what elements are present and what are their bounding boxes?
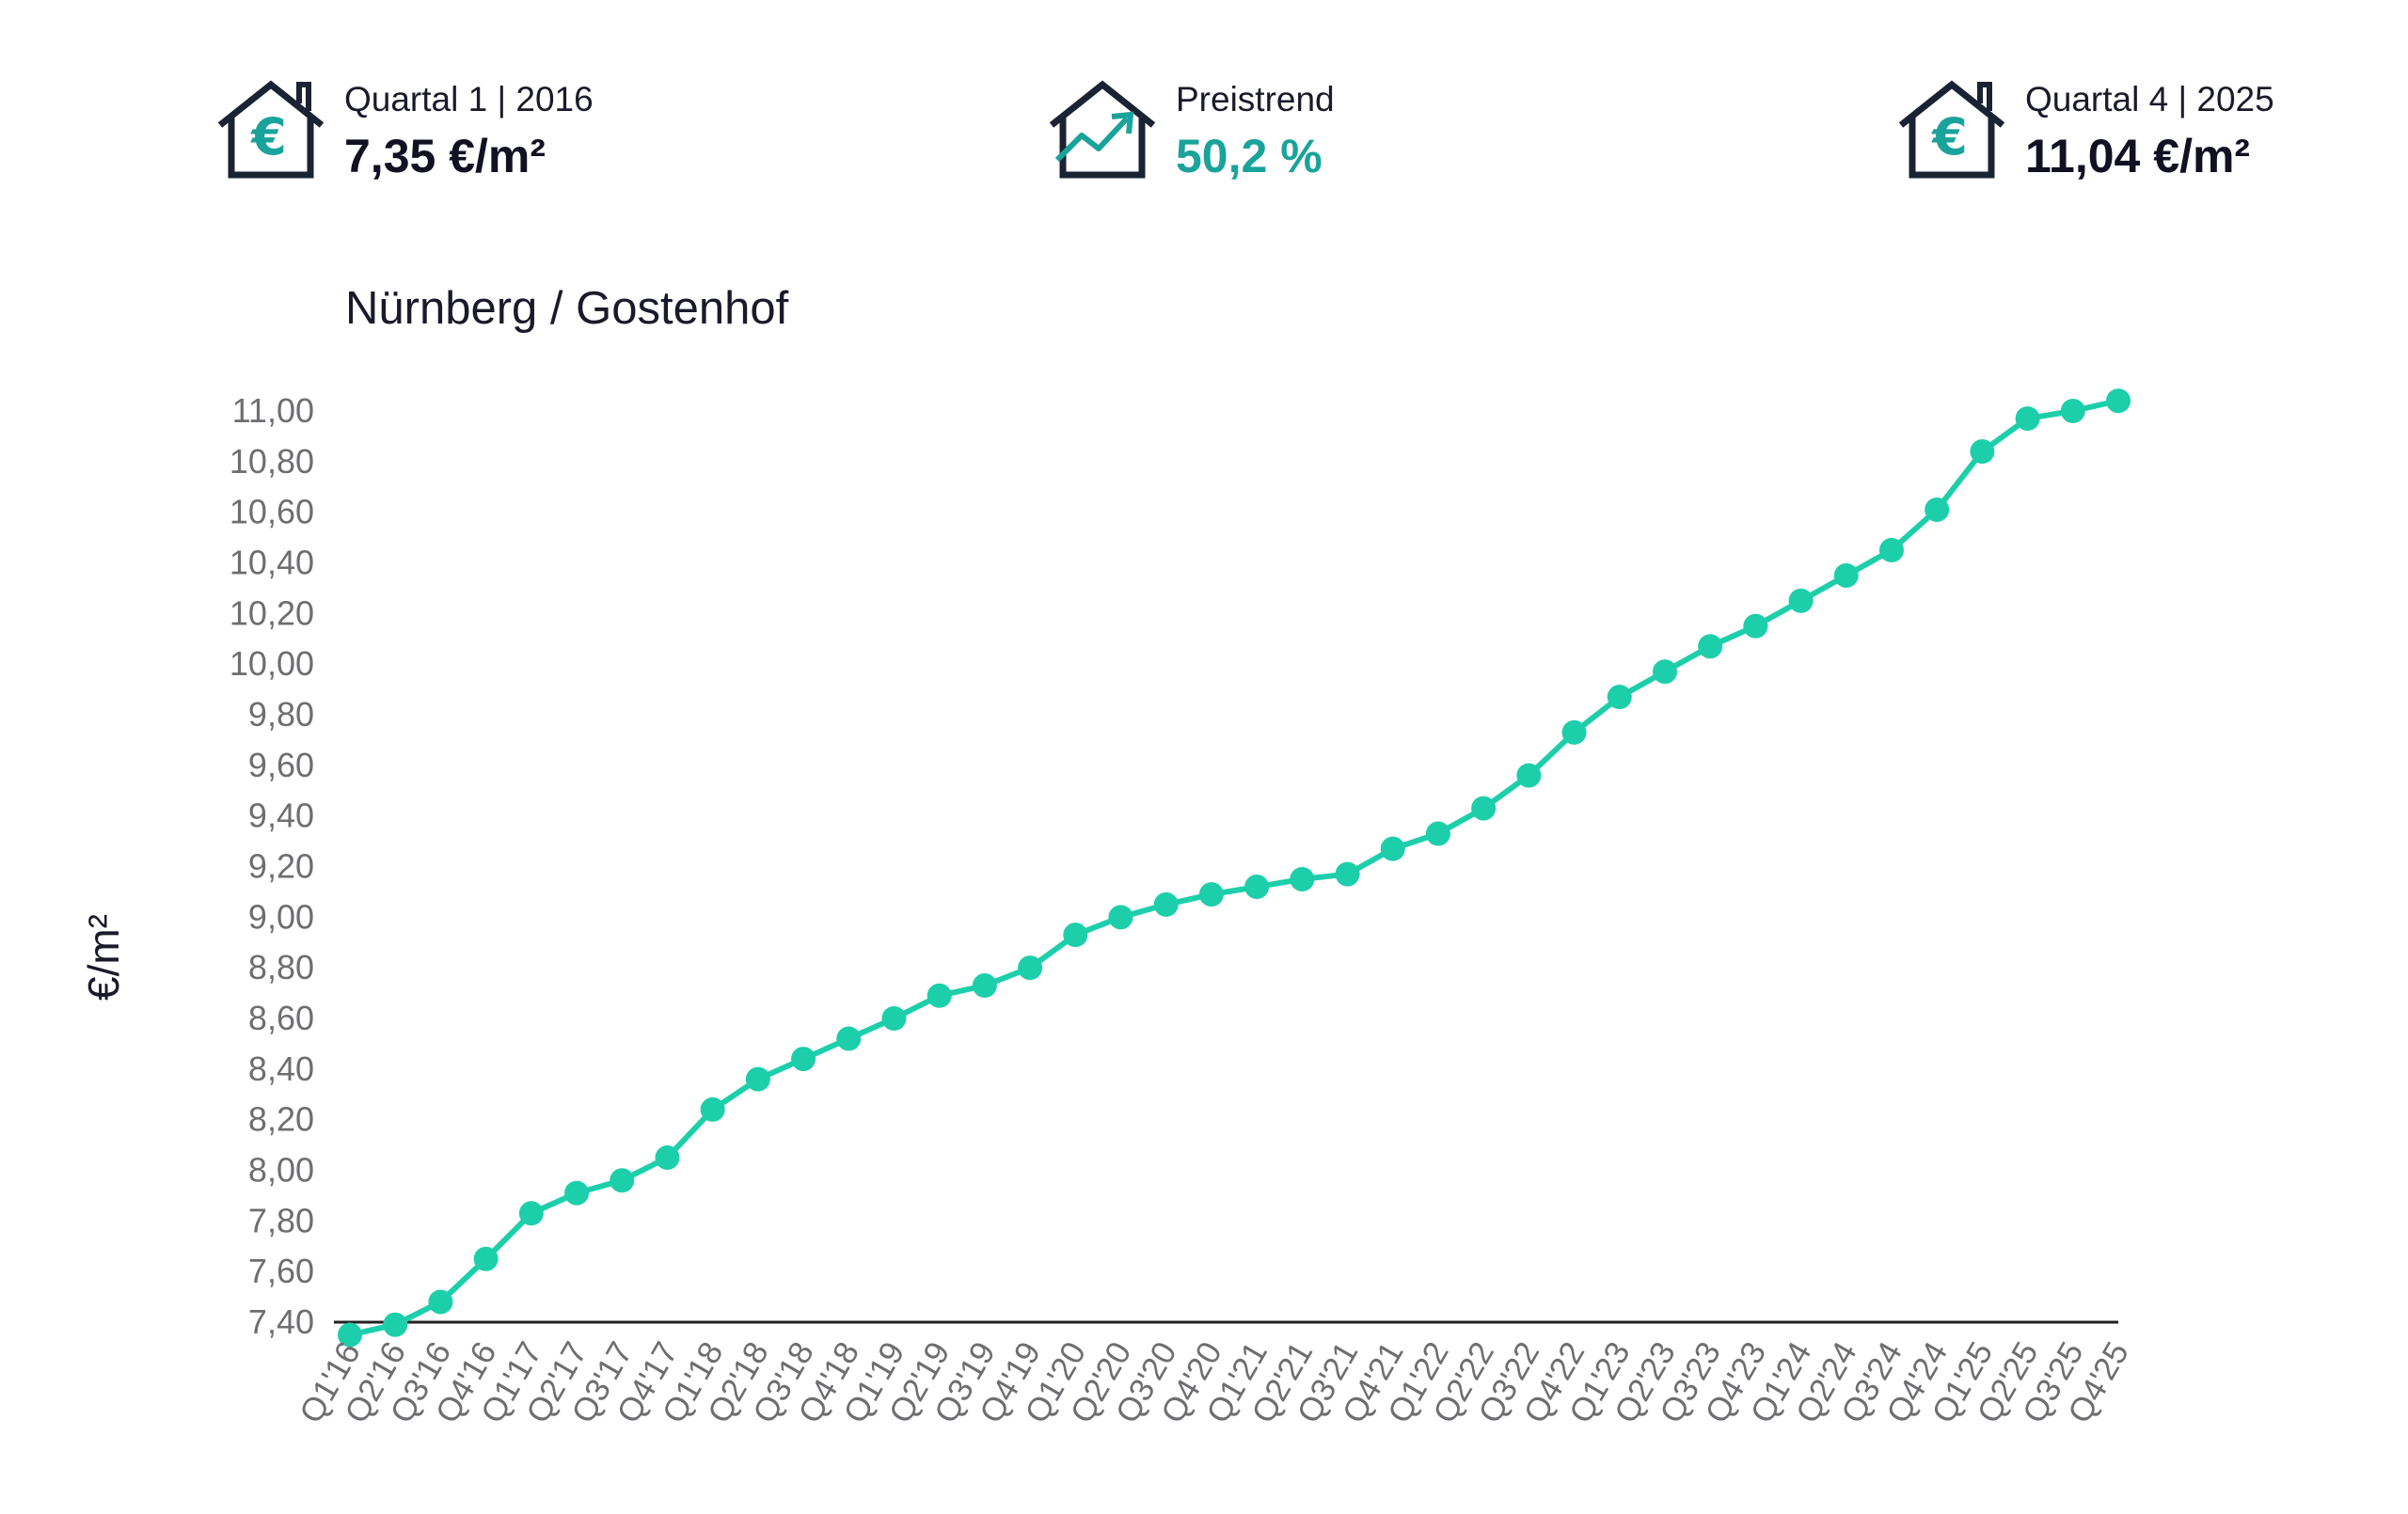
data-point xyxy=(881,1006,907,1031)
y-tick-label: 8,40 xyxy=(248,1049,314,1088)
y-tick-label: 10,20 xyxy=(230,593,314,632)
data-point xyxy=(1198,882,1224,907)
data-point xyxy=(1290,866,1315,891)
data-point xyxy=(428,1289,453,1315)
data-point xyxy=(1743,613,1768,639)
series-line xyxy=(349,398,2119,1338)
y-tick-label: 10,40 xyxy=(230,544,314,582)
data-point xyxy=(610,1168,635,1193)
y-tick-label: 9,20 xyxy=(248,847,314,886)
kpi-trend-label: Preistrend xyxy=(1176,80,1335,118)
y-tick-label: 7,60 xyxy=(248,1252,314,1290)
y-tick-label: 9,80 xyxy=(248,695,314,733)
x-axis-ticks: Q1'16Q2'16Q3'16Q4'16Q1'17Q2'17Q3'17Q4'17… xyxy=(293,1336,2136,1429)
chart-title: Nürnberg / Gostenhof xyxy=(345,283,789,334)
house-euro-icon: € xyxy=(1898,80,2005,179)
y-tick-label: 9,60 xyxy=(248,746,314,784)
data-point xyxy=(1153,891,1179,917)
data-point xyxy=(518,1201,544,1226)
data-point xyxy=(745,1066,770,1092)
data-point xyxy=(2015,406,2040,432)
y-tick-label: 8,20 xyxy=(248,1100,314,1139)
svg-text:€: € xyxy=(1930,107,1968,166)
data-point xyxy=(2106,388,2131,414)
data-point xyxy=(1335,861,1360,887)
data-point xyxy=(383,1312,408,1337)
data-point xyxy=(473,1246,499,1271)
svg-text:€: € xyxy=(249,107,287,166)
data-point xyxy=(1561,719,1587,745)
data-point xyxy=(1878,538,1904,563)
y-tick-label: 11,00 xyxy=(232,391,314,430)
data-point xyxy=(1970,439,1995,465)
data-point xyxy=(972,973,997,999)
data-point xyxy=(1244,875,1270,900)
y-tick-label: 8,60 xyxy=(248,999,314,1037)
y-tick-label: 8,00 xyxy=(248,1151,314,1190)
data-point xyxy=(338,1322,362,1348)
y-axis-ticks: 7,40 7,60 7,80 8,00 8,20 8,40 8,60 8,80 9,00 9,20… xyxy=(230,391,314,1341)
house-euro-icon: € xyxy=(217,80,325,179)
data-point xyxy=(927,983,952,1008)
y-tick-label: 8,80 xyxy=(248,948,314,986)
data-point xyxy=(1516,763,1542,788)
y-tick-label: 7,80 xyxy=(248,1201,314,1239)
data-point xyxy=(1788,588,1814,613)
y-tick-label: 10,00 xyxy=(230,644,314,683)
data-point xyxy=(1652,659,1677,685)
data-point xyxy=(1018,955,1043,981)
data-point xyxy=(1063,923,1088,948)
data-point xyxy=(1833,562,1859,588)
kpi-end-label: Quartal 4 | 2025 xyxy=(2025,80,2274,118)
y-tick-label: 10,80 xyxy=(230,442,314,481)
y-tick-label: 9,00 xyxy=(248,897,314,936)
y-axis-label: €/m² xyxy=(79,914,128,1001)
data-point xyxy=(1925,497,1950,522)
data-point xyxy=(791,1047,816,1072)
house-trend-icon xyxy=(1049,80,1156,179)
kpi-end-value: 11,04 €/m² xyxy=(2025,130,2251,182)
data-point xyxy=(836,1026,862,1051)
kpi-start-value: 7,35 €/m² xyxy=(344,130,547,182)
y-tick-label: 7,40 xyxy=(248,1302,314,1341)
data-point xyxy=(1698,634,1723,659)
y-tick-label: 9,40 xyxy=(248,796,314,835)
data-point xyxy=(655,1145,680,1171)
data-point xyxy=(2060,399,2085,423)
kpi-trend-value: 50,2 % xyxy=(1176,130,1323,182)
y-tick-label: 10,60 xyxy=(230,493,314,531)
data-point xyxy=(1607,685,1632,710)
data-point xyxy=(1425,821,1450,846)
data-point xyxy=(1471,796,1497,821)
data-points xyxy=(338,388,2131,1348)
data-point xyxy=(564,1180,590,1206)
kpi-start-label: Quartal 1 | 2016 xyxy=(344,80,594,118)
data-point xyxy=(1108,905,1133,930)
data-point xyxy=(700,1096,725,1122)
data-point xyxy=(1380,836,1405,861)
